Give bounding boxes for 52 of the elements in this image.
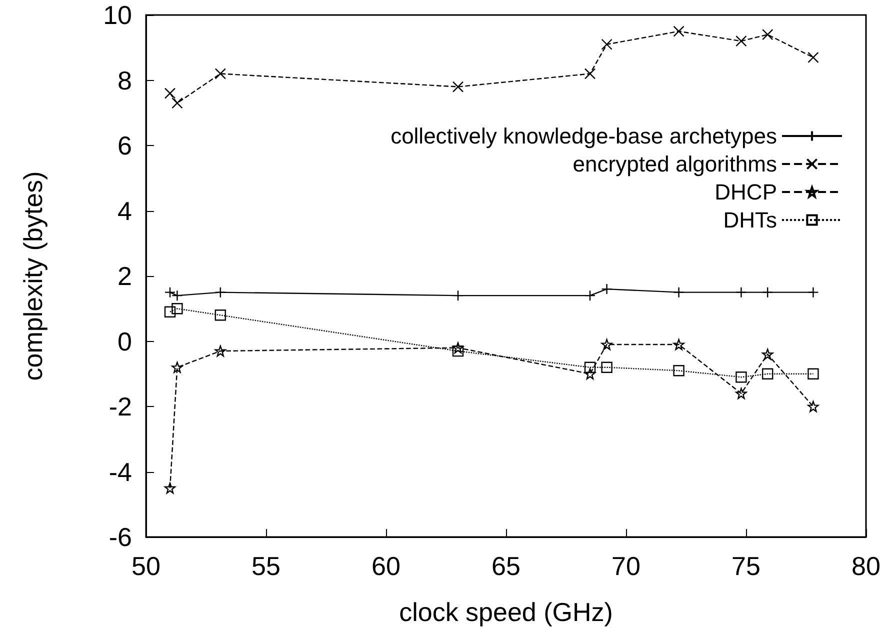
y-tick-label: 8: [118, 65, 132, 96]
point: [584, 68, 596, 80]
y-tick-label: 6: [118, 130, 132, 160]
legend-label: collectively knowledge-base archetypes: [390, 124, 777, 148]
y-tick-label: -2: [108, 392, 132, 422]
point: [673, 338, 684, 350]
point: [673, 26, 684, 37]
point: [601, 38, 612, 50]
point: [808, 52, 819, 64]
point: [736, 388, 747, 400]
point: [164, 482, 176, 494]
x-tick-label: 65: [492, 551, 520, 581]
point: [164, 88, 176, 99]
x-tick-label: 80: [852, 551, 880, 581]
legend-label: DHCP: [714, 180, 777, 204]
point: [172, 362, 183, 373]
x-tick-label: 75: [732, 551, 760, 581]
point: [808, 400, 819, 412]
y-tick-label: 4: [118, 196, 132, 226]
point: [736, 372, 747, 383]
point: [214, 310, 226, 321]
point: [762, 368, 774, 380]
point: [214, 68, 226, 80]
x-tick-label: 60: [372, 551, 400, 581]
y-axis-title: complexity (bytes): [18, 171, 48, 381]
point: [584, 362, 596, 373]
y-tick-label: 10: [103, 0, 132, 30]
point: [762, 28, 774, 40]
point: [736, 36, 747, 47]
y-tick-label: 0: [118, 326, 132, 356]
x-axis-title: clock speed (GHz): [399, 597, 613, 627]
point: [452, 81, 464, 92]
point: [601, 338, 612, 350]
y-tick-label: -4: [108, 456, 132, 487]
y-tick-label: -6: [108, 522, 132, 552]
point: [164, 306, 176, 318]
point: [584, 368, 596, 380]
y-tick-label: 2: [118, 261, 132, 291]
point: [214, 345, 226, 357]
point: [762, 348, 774, 360]
point: [172, 303, 183, 314]
point: [452, 342, 464, 354]
x-tick-label: 70: [612, 551, 640, 581]
point: [172, 97, 183, 109]
point: [601, 362, 612, 373]
legend-label: encrypted algorithms: [572, 152, 777, 176]
x-tick-label: 50: [132, 551, 160, 581]
point: [808, 368, 819, 380]
legend-label: DHTs: [723, 208, 777, 232]
x-tick-label: 55: [252, 551, 280, 581]
point: [673, 365, 684, 376]
point: [452, 345, 464, 357]
